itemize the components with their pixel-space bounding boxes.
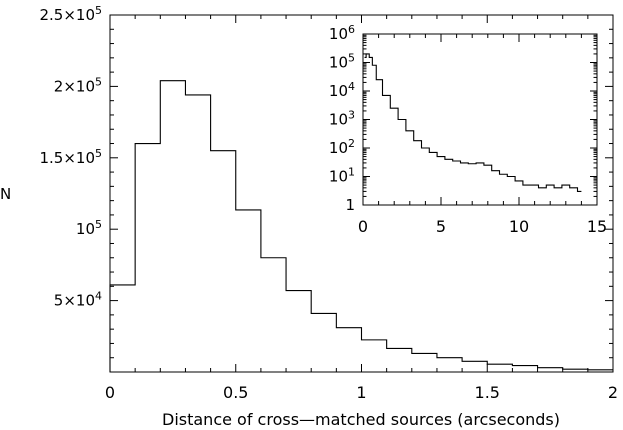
y-tick-label: 5×104	[54, 290, 102, 310]
main-plot-frame	[109, 14, 614, 373]
inset-x-tick-label: 15	[587, 217, 607, 236]
inset-histogram-curve	[364, 53, 582, 192]
y-tick-label: 2.5×105	[39, 4, 102, 24]
inset-x-tick-label: 0	[358, 217, 368, 236]
x-tick-label: 0	[105, 383, 115, 402]
inset-y-tick-label: 101	[329, 166, 355, 186]
histogram-outline	[109, 80, 613, 372]
inset-y-tick-label: 1	[345, 196, 355, 214]
inset-y-tick-label: 104	[329, 80, 355, 100]
inset-y-tick-label: 102	[329, 137, 355, 157]
y-tick-label: 105	[76, 218, 102, 238]
y-axis-label: N	[0, 185, 11, 203]
x-axis-label: Distance of cross—matched sources (arcse…	[162, 410, 560, 429]
x-tick-label: 2	[608, 383, 618, 402]
inset-plot: 0 5 10 15 1 101 102 103 104 105 106	[329, 23, 607, 236]
x-tick-label: 1.5	[475, 383, 500, 402]
inset-x-tick-label: 10	[509, 217, 529, 236]
inset-y-tick-label: 106	[329, 23, 355, 43]
y-tick-label: 1.5×105	[39, 147, 102, 167]
y-tick-label: 2×105	[54, 75, 102, 95]
inset-y-tick-label: 105	[329, 52, 355, 72]
inset-y-tick-label: 103	[329, 109, 355, 129]
x-tick-label: 1	[356, 383, 366, 402]
inset-x-tick-label: 5	[436, 217, 446, 236]
x-tick-label: 0.5	[223, 383, 248, 402]
